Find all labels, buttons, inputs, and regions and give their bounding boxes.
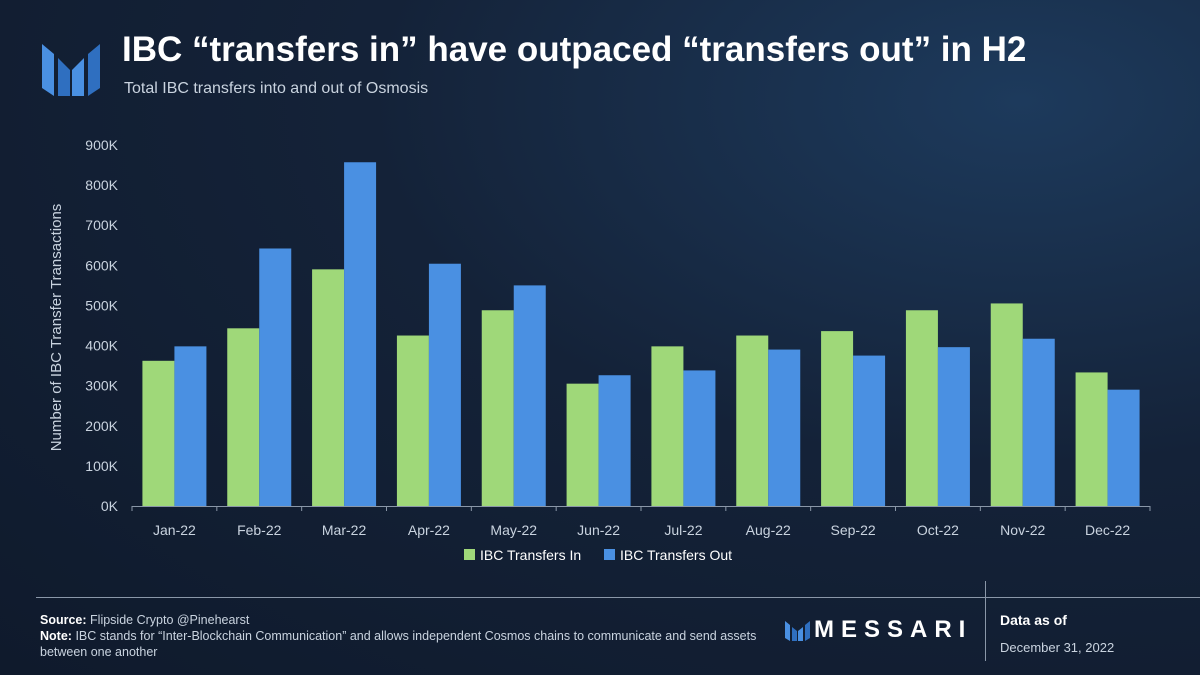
bar-transfers-out	[1022, 338, 1055, 506]
bar-transfers-in	[481, 310, 514, 506]
messari-logo-icon	[42, 44, 100, 96]
y-tick-label: 700K	[85, 217, 118, 233]
bar-transfers-out	[768, 349, 801, 506]
y-tick-label: 300K	[85, 378, 118, 394]
bar-transfers-in	[566, 383, 599, 506]
note-label: Note:	[40, 629, 72, 643]
legend-label: IBC Transfers Out	[620, 547, 732, 563]
bar-transfers-in	[1075, 372, 1108, 506]
y-tick-label: 100K	[85, 458, 118, 474]
y-tick-label: 800K	[85, 177, 118, 193]
data-as-of-date: December 31, 2022	[1000, 640, 1115, 655]
x-tick-label: Oct-22	[917, 522, 959, 538]
x-tick-label: Apr-22	[408, 522, 450, 538]
x-tick-label: Jan-22	[153, 522, 196, 538]
x-tick-label: Jul-22	[664, 522, 702, 538]
y-tick-label: 200K	[85, 418, 118, 434]
bar-transfers-in	[227, 328, 260, 506]
chart-title: IBC “transfers in” have outpaced “transf…	[122, 30, 1027, 69]
x-tick-label: Dec-22	[1085, 522, 1130, 538]
y-tick-label: 0K	[101, 498, 119, 514]
chart-subtitle: Total IBC transfers into and out of Osmo…	[124, 80, 429, 97]
legend-label: IBC Transfers In	[480, 547, 581, 563]
bar-transfers-in	[821, 331, 854, 506]
note-text: IBC stands for “Inter-Blockchain Communi…	[40, 629, 757, 659]
bar-transfers-out	[937, 347, 970, 506]
bar-transfers-out	[683, 370, 716, 506]
bar-transfers-in	[651, 346, 684, 506]
messari-wordmark: MESSARI	[814, 616, 973, 643]
bar-transfers-out	[853, 355, 886, 506]
legend-swatch	[464, 549, 475, 560]
y-tick-label: 500K	[85, 297, 118, 313]
y-tick-label: 600K	[85, 257, 118, 273]
data-as-of-label: Data as of	[1000, 612, 1067, 628]
source-note: Source: Flipside Crypto @Pinehearst Note…	[40, 612, 760, 660]
bar-transfers-in	[736, 335, 769, 506]
x-tick-label: Mar-22	[322, 522, 367, 538]
y-tick-label: 900K	[85, 137, 118, 153]
bar-transfers-out	[174, 346, 207, 506]
x-tick-label: Nov-22	[1000, 522, 1045, 538]
source-label: Source:	[40, 613, 87, 627]
source-text: Flipside Crypto @Pinehearst	[90, 613, 250, 627]
bar-transfers-out	[513, 285, 546, 506]
bar-transfers-out	[259, 248, 292, 506]
bar-transfers-in	[396, 335, 429, 506]
footer-vertical-divider	[985, 581, 986, 661]
x-tick-label: Jun-22	[577, 522, 620, 538]
messari-small-logo-icon	[785, 621, 810, 641]
bar-transfers-in	[312, 269, 345, 506]
x-tick-label: Feb-22	[237, 522, 282, 538]
bar-transfers-out	[1107, 389, 1140, 506]
x-tick-label: Aug-22	[746, 522, 791, 538]
bar-transfers-out	[598, 375, 631, 506]
y-tick-label: 400K	[85, 338, 118, 354]
bar-transfers-out	[344, 162, 377, 506]
x-tick-label: May-22	[490, 522, 537, 538]
bar-transfers-out	[428, 263, 461, 506]
bar-transfers-in	[990, 303, 1023, 506]
y-axis-label: Number of IBC Transfer Transactions	[48, 204, 65, 452]
bar-transfers-in	[142, 360, 175, 506]
footer-divider	[36, 597, 1200, 598]
bar-transfers-in	[905, 310, 938, 506]
x-tick-label: Sep-22	[831, 522, 876, 538]
legend-swatch	[604, 549, 615, 560]
